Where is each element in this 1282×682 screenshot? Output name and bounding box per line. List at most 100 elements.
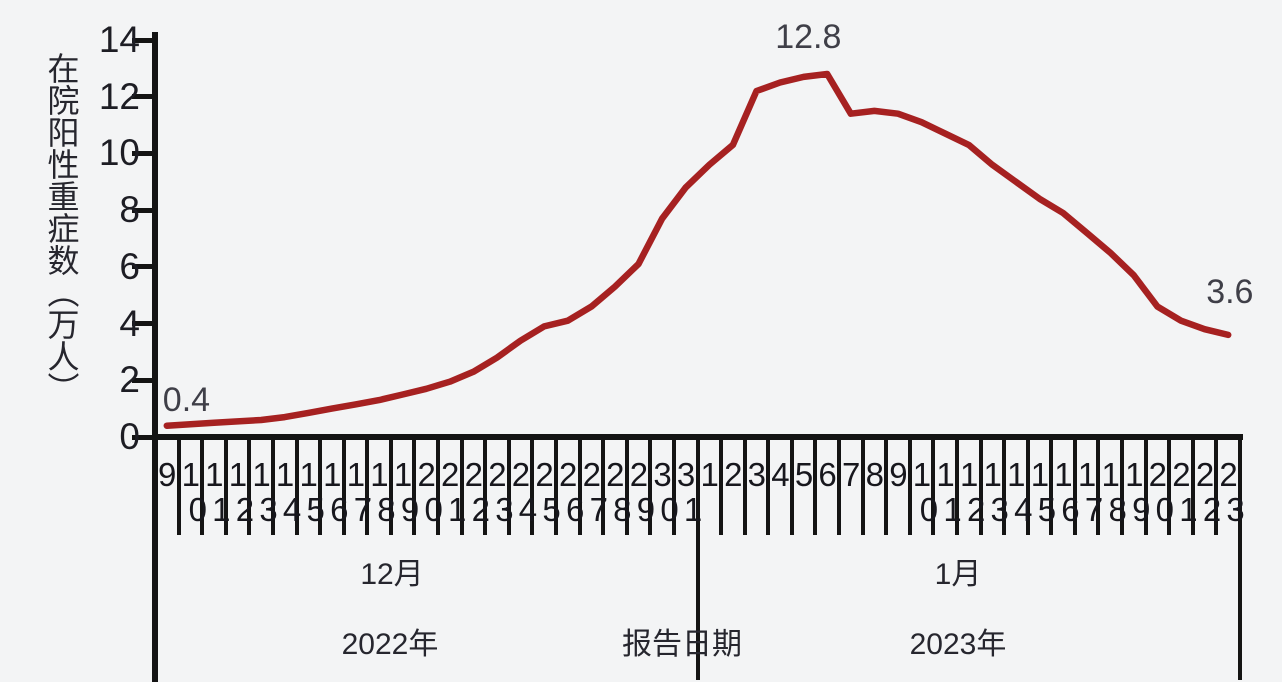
day-label: 0 bbox=[919, 491, 939, 528]
day-label: 7 bbox=[842, 456, 861, 493]
day-separator-line bbox=[388, 437, 393, 535]
day-separator-line bbox=[1002, 437, 1007, 535]
day-separator-line bbox=[766, 437, 771, 535]
day-label: 0 bbox=[188, 491, 207, 528]
y-tick-mark bbox=[132, 94, 157, 100]
severe-cases-line bbox=[163, 70, 1232, 429]
day-label: 1 bbox=[370, 456, 389, 493]
day-separator-line bbox=[931, 437, 936, 535]
day-label: 2 bbox=[441, 456, 460, 493]
day-separator-line bbox=[1096, 437, 1101, 535]
day-separator-line bbox=[907, 437, 912, 535]
day-label: 1 bbox=[212, 491, 231, 528]
day-separator-line bbox=[577, 437, 582, 535]
day-label: 1 bbox=[1054, 456, 1073, 493]
day-separator-line bbox=[412, 437, 417, 535]
day-label: 1 bbox=[959, 456, 979, 493]
day-separator-line bbox=[624, 437, 629, 535]
x-axis-title: 报告日期 bbox=[622, 628, 742, 661]
day-label: 4 bbox=[1014, 491, 1033, 528]
day-separator-line bbox=[530, 437, 535, 535]
y-tick-mark bbox=[132, 264, 157, 270]
day-separator-line bbox=[742, 437, 747, 535]
day-separator-line bbox=[860, 437, 865, 535]
day-label: 6 bbox=[1061, 491, 1080, 528]
y-tick-label: 12 bbox=[98, 75, 140, 117]
y-tick-mark bbox=[132, 37, 157, 43]
day-separator-line bbox=[294, 437, 299, 535]
y-tick-label: 10 bbox=[98, 132, 140, 174]
day-label: 7 bbox=[353, 491, 373, 528]
day-label: 2 bbox=[966, 491, 986, 528]
day-label: 3 bbox=[747, 456, 767, 493]
y-tick-mark bbox=[132, 150, 157, 156]
day-label: 5 bbox=[1037, 491, 1057, 528]
day-label: 2 bbox=[724, 456, 743, 493]
day-label: 1 bbox=[181, 456, 200, 493]
day-label: 2 bbox=[417, 456, 436, 493]
day-label: 4 bbox=[282, 491, 302, 528]
data-label-0.4: 0.4 bbox=[162, 380, 211, 419]
day-label: 9 bbox=[400, 491, 420, 528]
day-label: 1 bbox=[943, 491, 962, 528]
month-label-december: 12月 bbox=[360, 558, 424, 591]
data-label-12.8: 12.8 bbox=[775, 18, 842, 57]
day-label: 3 bbox=[1226, 491, 1245, 528]
day-label: 2 bbox=[1148, 456, 1167, 493]
day-label: 2 bbox=[471, 491, 490, 528]
day-label: 2 bbox=[629, 456, 649, 493]
day-label: 3 bbox=[676, 456, 696, 493]
day-label: 5 bbox=[306, 491, 325, 528]
day-separator-line bbox=[247, 437, 252, 535]
day-separator-line bbox=[1214, 437, 1219, 535]
day-separator-line bbox=[200, 437, 205, 535]
y-tick-label: 4 bbox=[119, 302, 140, 344]
y-tick-mark bbox=[132, 377, 157, 383]
day-separator-line bbox=[954, 437, 959, 535]
y-tick-label: 8 bbox=[119, 189, 140, 231]
day-separator-line bbox=[601, 437, 606, 535]
day-label: 0 bbox=[660, 491, 679, 528]
day-label: 1 bbox=[448, 491, 467, 528]
section-separator-line bbox=[1238, 437, 1242, 680]
day-label: 4 bbox=[518, 491, 538, 528]
y-axis-title: 在院阳性重症数（万人） bbox=[43, 52, 80, 404]
day-separator-line bbox=[365, 437, 370, 535]
y-tick-mark bbox=[132, 434, 157, 440]
day-label: 3 bbox=[495, 491, 514, 528]
day-label: 1 bbox=[1030, 456, 1050, 493]
section-separator-line bbox=[695, 437, 700, 680]
day-separator-line bbox=[837, 437, 842, 535]
day-separator-line bbox=[341, 437, 346, 535]
day-label: 0 bbox=[1155, 491, 1174, 528]
day-separator-line bbox=[1143, 437, 1148, 535]
day-label: 9 bbox=[636, 491, 656, 528]
day-separator-line bbox=[1025, 437, 1030, 535]
day-label: 3 bbox=[990, 491, 1009, 528]
day-label: 1 bbox=[275, 456, 295, 493]
day-separator-line bbox=[1072, 437, 1077, 535]
day-separator-line bbox=[1120, 437, 1125, 535]
day-separator-line bbox=[483, 437, 488, 535]
month-label-january: 1月 bbox=[934, 558, 982, 591]
day-separator-line bbox=[719, 437, 724, 535]
day-label: 9 bbox=[889, 456, 908, 493]
day-label: 1 bbox=[1007, 456, 1026, 493]
section-separator-line bbox=[153, 437, 157, 680]
day-label: 2 bbox=[464, 456, 483, 493]
day-label: 1 bbox=[323, 456, 342, 493]
day-label: 3 bbox=[653, 456, 672, 493]
day-label: 2 bbox=[535, 456, 554, 493]
day-label: 1 bbox=[393, 456, 413, 493]
day-separator-line bbox=[978, 437, 983, 535]
day-separator-line bbox=[318, 437, 323, 535]
day-label: 3 bbox=[259, 491, 278, 528]
day-label: 1 bbox=[1125, 456, 1144, 493]
day-label: 1 bbox=[912, 456, 932, 493]
day-label: 2 bbox=[1172, 456, 1191, 493]
day-label: 6 bbox=[565, 491, 585, 528]
y-tick-mark bbox=[132, 321, 157, 327]
y-tick-label: 0 bbox=[119, 416, 140, 457]
day-separator-line bbox=[176, 437, 181, 535]
